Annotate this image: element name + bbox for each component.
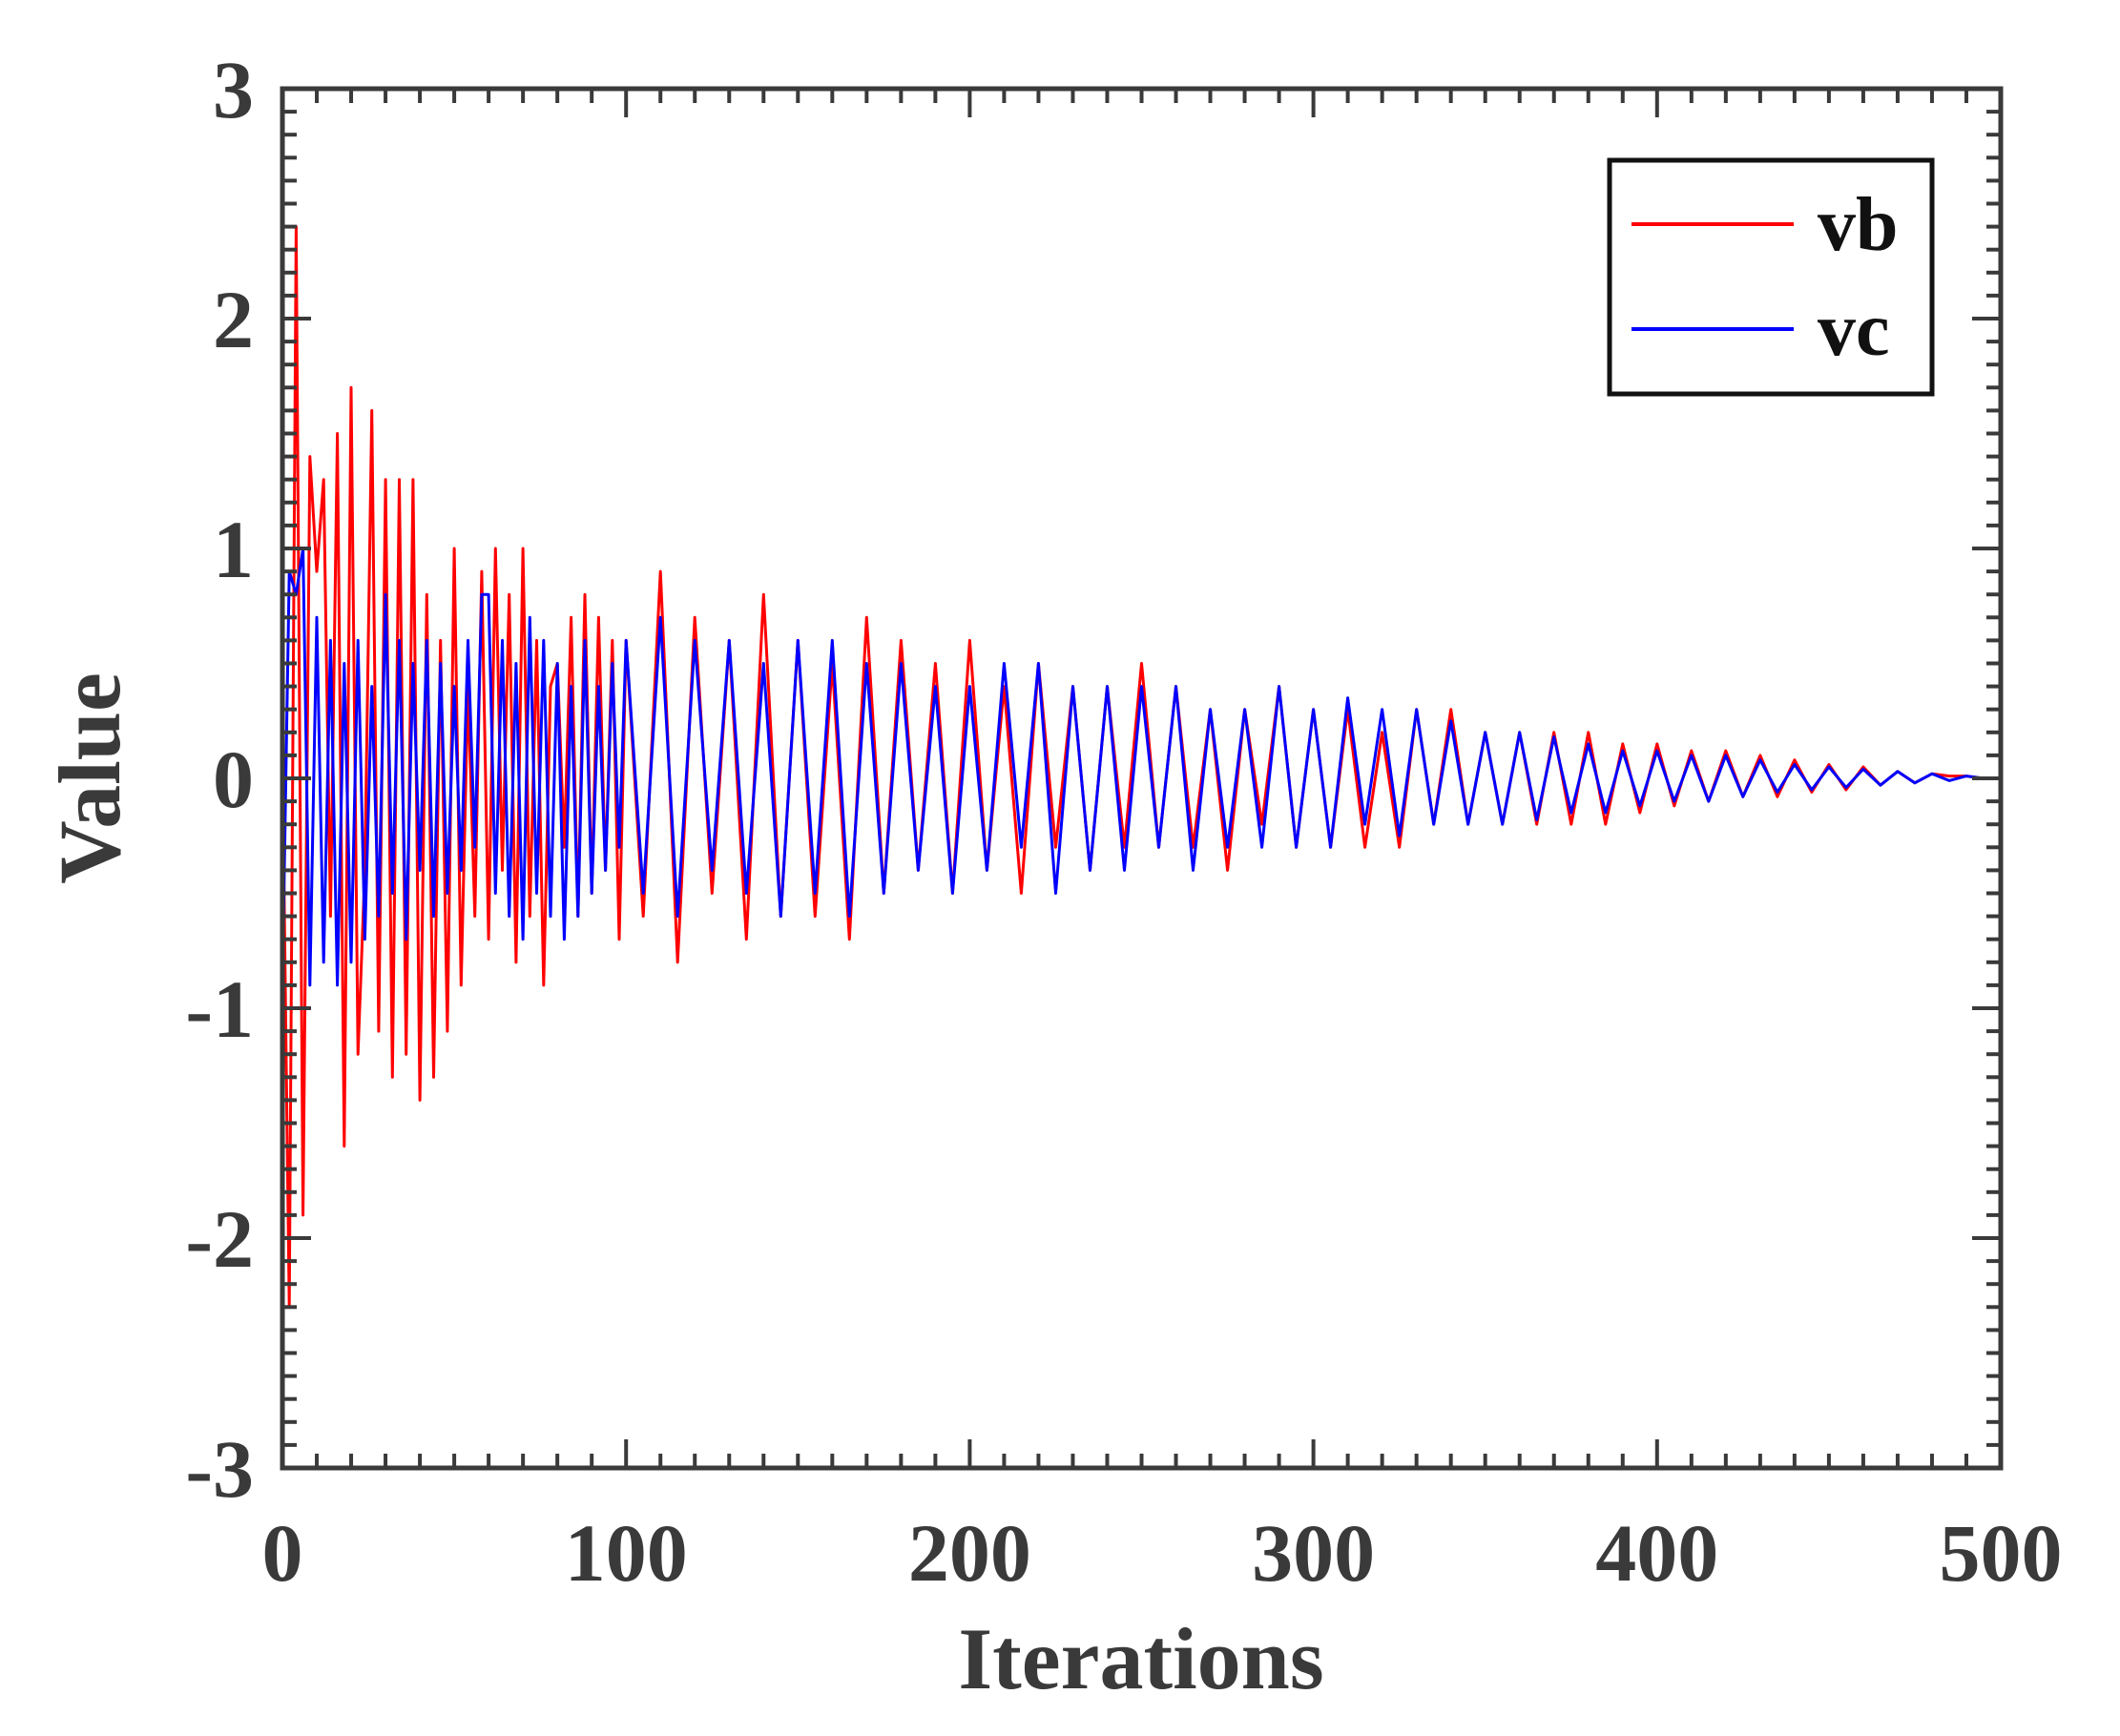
x-axis-title: Iterations (958, 1610, 1323, 1707)
legend-box (1607, 157, 1935, 397)
y-tick-label: -2 (185, 1193, 254, 1285)
x-tick-label: 0 (262, 1507, 303, 1599)
y-tick-label: 2 (213, 274, 254, 365)
x-tick-label: 500 (1940, 1507, 2063, 1599)
legend: vb vc (1607, 157, 1935, 397)
y-axis-title: Value (41, 672, 138, 884)
y-tick-label: 3 (213, 44, 254, 135)
x-tick-label: 400 (1595, 1507, 1718, 1599)
y-tick-label: 1 (213, 504, 254, 595)
y-tick-label: -3 (185, 1423, 254, 1515)
legend-label-vb: vb (1818, 183, 1899, 267)
series-line-vc (282, 547, 2001, 987)
x-tick-label: 200 (908, 1507, 1031, 1599)
y-tick-label: -1 (185, 963, 254, 1055)
plot-area-frame (280, 86, 2004, 1471)
tick-label-layer: 0 100 200 300 400 500 -3 -2 -1 0 1 2 3 (185, 44, 2062, 1599)
x-tick-label: 100 (565, 1507, 688, 1599)
y-tick-label: 0 (213, 734, 254, 825)
x-tick-label: 300 (1252, 1507, 1375, 1599)
series-layer (282, 225, 2001, 1309)
legend-label-vc: vc (1818, 288, 1890, 372)
